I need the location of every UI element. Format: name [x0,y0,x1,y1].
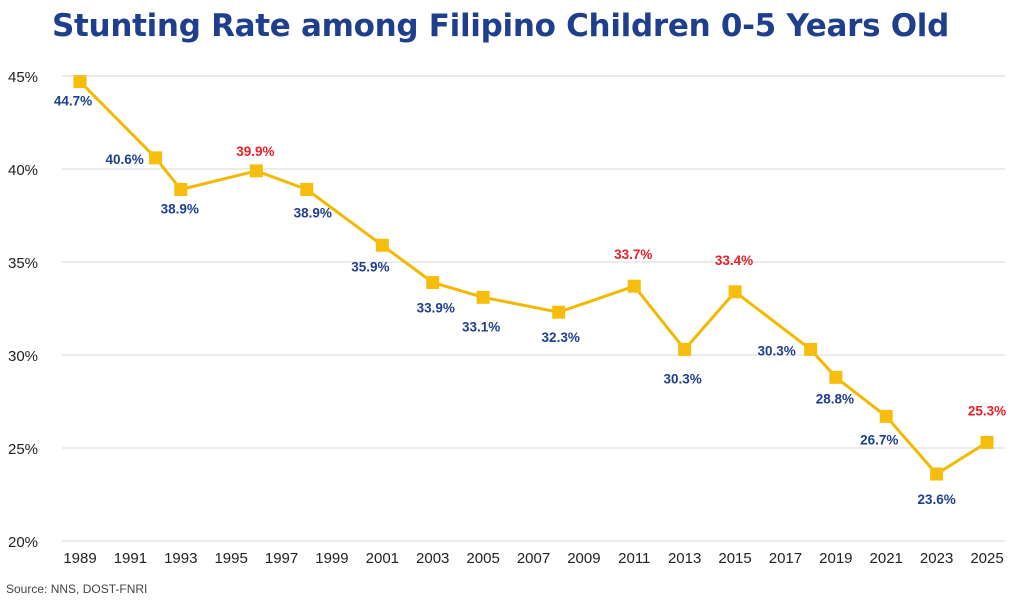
data-point-marker [678,342,692,356]
data-point-marker [426,275,440,289]
data-label: 39.9% [236,144,274,159]
data-point-marker [552,305,566,319]
data-point-marker [728,285,742,299]
x-tick-label: 1999 [315,550,348,567]
x-tick-label: 2025 [970,550,1003,567]
y-tick-label: 40% [8,162,38,179]
x-axis: 1989 1991 1993 1995 1997 1999 2001 2003 2005 2007… [63,550,1003,567]
data-label: 28.8% [816,391,854,406]
x-tick-label: 2023 [920,550,953,567]
y-tick-label: 35% [8,255,38,272]
x-tick-label: 1991 [114,550,147,567]
data-label: 38.9% [294,205,332,220]
data-label: 38.9% [161,201,199,216]
x-tick-label: 2017 [769,550,802,567]
data-label: 40.6% [105,152,143,167]
data-label: 33.7% [614,247,652,262]
data-point-marker [174,182,188,196]
y-tick-label: 30% [8,348,38,365]
data-point-marker [930,467,944,481]
x-tick-label: 1997 [265,550,298,567]
x-tick-label: 2021 [870,550,903,567]
x-tick-label: 2011 [618,550,650,567]
x-tick-label: 2005 [466,550,499,567]
data-point-marker [300,182,314,196]
data-label: 25.3% [968,403,1006,418]
x-tick-label: 1993 [164,550,197,567]
data-label: 30.3% [757,343,795,358]
data-label: 33.1% [462,319,500,334]
x-tick-label: 2019 [819,550,852,567]
data-point-marker [627,279,641,293]
data-label: 33.9% [417,300,455,315]
data-label: 35.9% [351,259,389,274]
x-tick-label: 2015 [718,550,751,567]
data-point-marker [476,290,490,304]
source-note: Source: NNS, DOST-FNRI [6,582,148,596]
data-label: 26.7% [860,432,898,447]
line-chart: 20%25%30%35%40%45% 1989 1991 1993 1995 1997 1… [8,69,1006,567]
x-tick-label: 2001 [366,550,399,567]
y-tick-label: 25% [8,441,38,458]
data-point-marker [829,370,843,384]
data-label: 32.3% [542,330,580,345]
data-point-marker [980,435,994,449]
data-point-marker [73,75,87,89]
x-tick-label: 1989 [63,550,96,567]
data-label: 33.4% [715,253,753,268]
x-tick-label: 1995 [214,550,247,567]
data-point-marker [879,409,893,423]
x-tick-label: 2009 [567,550,600,567]
y-tick-label: 20% [8,534,38,551]
data-label: 23.6% [917,492,955,507]
data-point-marker [804,342,818,356]
gridlines [62,75,1005,542]
x-tick-label: 2013 [668,550,701,567]
y-tick-label: 45% [8,69,38,86]
data-label: 30.3% [664,371,702,386]
data-labels: 44.7% 40.6% 38.9% 39.9% 38.9% 35.9% 33.9% 33.1%… [54,94,1006,507]
data-point-marker [249,164,263,178]
data-label: 44.7% [54,94,92,109]
data-point-marker [149,151,163,165]
data-point-marker [375,238,389,252]
y-axis: 20% 25% 30% 35% 40% 45% [8,69,38,551]
series-stunting-rate [73,75,994,481]
series-line [78,80,988,476]
x-tick-label: 2007 [517,550,550,567]
chart-title: Stunting Rate among Filipino Children 0-… [52,8,949,44]
x-tick-label: 2003 [416,550,449,567]
